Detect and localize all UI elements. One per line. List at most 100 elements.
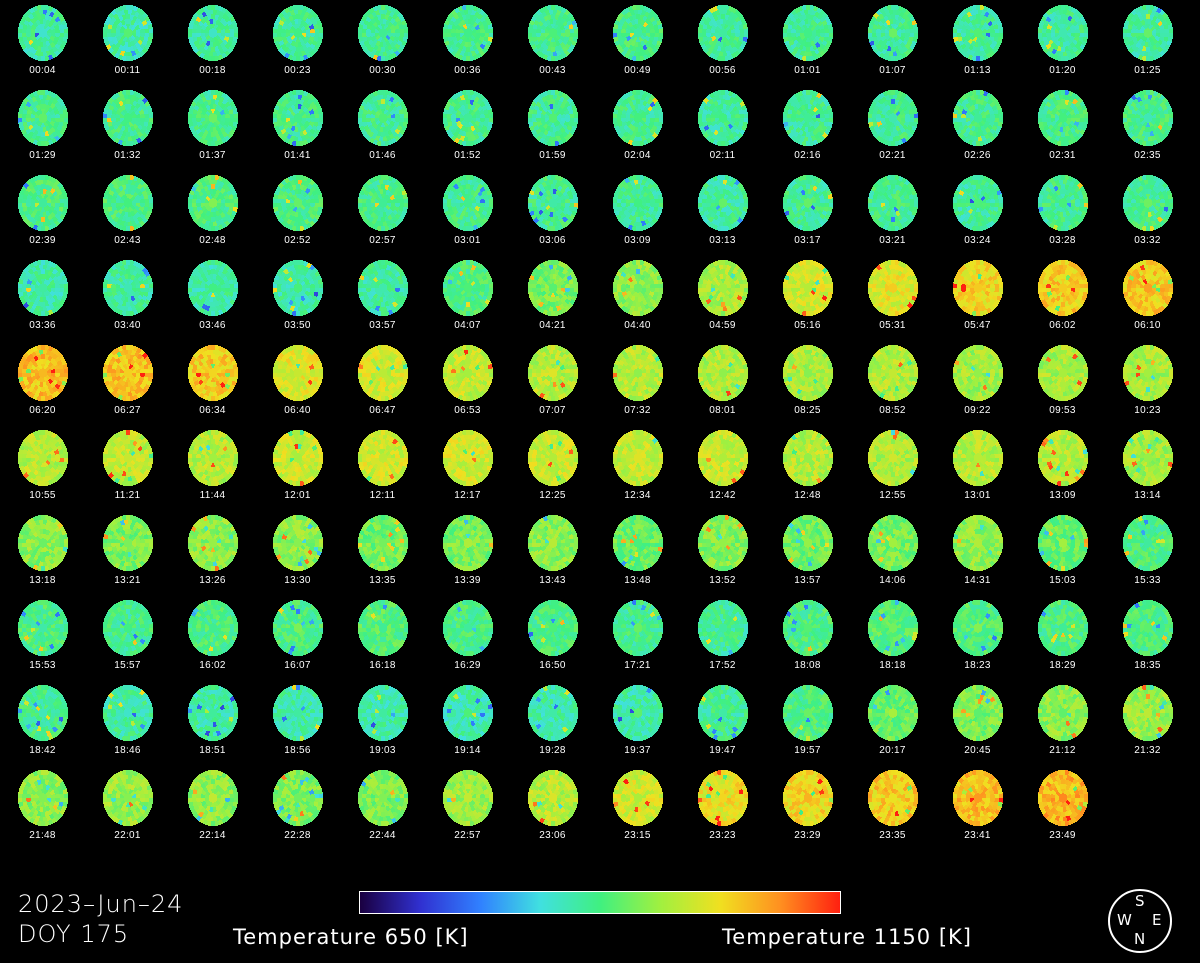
- polar-map-1808: 18:08: [765, 595, 850, 680]
- polar-map-0146: 01:46: [340, 85, 425, 170]
- heatmap-disc: [273, 600, 323, 656]
- time-label: 03:06: [539, 235, 566, 246]
- time-label: 05:31: [879, 320, 906, 331]
- time-label: 02:21: [879, 150, 906, 161]
- polar-map-2201: 22:01: [85, 765, 170, 850]
- heatmap-disc: [443, 260, 493, 316]
- heatmap-disc: [188, 515, 238, 571]
- time-label: 04:40: [624, 320, 651, 331]
- polar-map-1503: 15:03: [1020, 510, 1105, 595]
- heatmap-disc: [868, 515, 918, 571]
- heatmap-disc: [103, 600, 153, 656]
- time-label: 06:27: [114, 405, 141, 416]
- heatmap-disc: [698, 5, 748, 61]
- heatmap-disc: [18, 345, 68, 401]
- polar-map-0309: 03:09: [595, 170, 680, 255]
- heatmap-disc: [698, 345, 748, 401]
- heatmap-disc: [358, 260, 408, 316]
- heatmap-disc: [868, 5, 918, 61]
- time-label: 18:23: [964, 660, 991, 671]
- time-label: 23:35: [879, 830, 906, 841]
- heatmap-disc: [18, 90, 68, 146]
- heatmap-disc: [443, 685, 493, 741]
- polar-map-0627: 06:27: [85, 340, 170, 425]
- time-label: 08:01: [709, 405, 736, 416]
- polar-map-1829: 18:29: [1020, 595, 1105, 680]
- heatmap-disc: [783, 685, 833, 741]
- polar-map-1851: 18:51: [170, 680, 255, 765]
- time-label: 16:02: [199, 660, 226, 671]
- colorbar-max-label: Temperature 1150 [K]: [722, 925, 972, 949]
- polar-map-0340: 03:40: [85, 255, 170, 340]
- polar-map-2045: 20:45: [935, 680, 1020, 765]
- polar-map-0248: 02:48: [170, 170, 255, 255]
- time-label: 00:49: [624, 65, 651, 76]
- heatmap-disc: [18, 515, 68, 571]
- time-label: 02:31: [1049, 150, 1076, 161]
- heatmap-disc: [103, 515, 153, 571]
- heatmap-disc: [1123, 430, 1173, 486]
- heatmap-disc: [188, 600, 238, 656]
- polar-map-2228: 22:28: [255, 765, 340, 850]
- polar-map-1823: 18:23: [935, 595, 1020, 680]
- time-label: 13:21: [114, 575, 141, 586]
- time-label: 03:32: [1134, 235, 1161, 246]
- heatmap-disc: [358, 600, 408, 656]
- time-label: 13:26: [199, 575, 226, 586]
- heatmap-disc: [698, 175, 748, 231]
- heatmap-disc: [953, 430, 1003, 486]
- time-label: 09:53: [1049, 405, 1076, 416]
- heatmap-disc: [443, 175, 493, 231]
- time-label: 13:43: [539, 575, 566, 586]
- polar-map-0120: 01:20: [1020, 0, 1105, 85]
- time-label: 12:55: [879, 490, 906, 501]
- polar-map-1650: 16:50: [510, 595, 595, 680]
- polar-map-0407: 04:07: [425, 255, 510, 340]
- polar-map-0953: 09:53: [1020, 340, 1105, 425]
- polar-map-1225: 12:25: [510, 425, 595, 510]
- polar-map-1335: 13:35: [340, 510, 425, 595]
- polar-map-1629: 16:29: [425, 595, 510, 680]
- polar-map-1348: 13:48: [595, 510, 680, 595]
- polar-map-0152: 01:52: [425, 85, 510, 170]
- polar-map-1557: 15:57: [85, 595, 170, 680]
- polar-map-0113: 01:13: [935, 0, 1020, 85]
- heatmap-disc: [868, 175, 918, 231]
- polar-map-0440: 04:40: [595, 255, 680, 340]
- time-label: 01:07: [879, 65, 906, 76]
- heatmap-disc: [188, 430, 238, 486]
- time-label: 03:24: [964, 235, 991, 246]
- heatmap-disc: [1038, 515, 1088, 571]
- polar-map-1023: 10:23: [1105, 340, 1190, 425]
- polar-map-0647: 06:47: [340, 340, 425, 425]
- heatmap-disc: [1038, 345, 1088, 401]
- polar-map-1357: 13:57: [765, 510, 850, 595]
- heatmap-disc: [528, 430, 578, 486]
- heatmap-disc: [783, 770, 833, 826]
- heatmap-disc: [698, 685, 748, 741]
- polar-map-1602: 16:02: [170, 595, 255, 680]
- time-label: 08:25: [794, 405, 821, 416]
- polar-map-1326: 13:26: [170, 510, 255, 595]
- time-label: 13:48: [624, 575, 651, 586]
- polar-map-2329: 23:29: [765, 765, 850, 850]
- polar-map-1957: 19:57: [765, 680, 850, 765]
- time-label: 10:23: [1134, 405, 1161, 416]
- time-label: 00:04: [29, 65, 56, 76]
- polar-map-1217: 12:17: [425, 425, 510, 510]
- polar-map-1846: 18:46: [85, 680, 170, 765]
- heatmap-disc: [18, 600, 68, 656]
- heatmap-disc: [528, 685, 578, 741]
- time-label: 19:47: [709, 745, 736, 756]
- polar-map-0101: 01:01: [765, 0, 850, 85]
- time-label: 02:04: [624, 150, 651, 161]
- time-label: 01:29: [29, 150, 56, 161]
- heatmap-disc: [1038, 90, 1088, 146]
- heatmap-disc: [273, 5, 323, 61]
- time-label: 21:32: [1134, 745, 1161, 756]
- heatmap-disc: [103, 685, 153, 741]
- time-label: 01:32: [114, 150, 141, 161]
- polar-map-0852: 08:52: [850, 340, 935, 425]
- polar-map-0531: 05:31: [850, 255, 935, 340]
- time-label: 23:41: [964, 830, 991, 841]
